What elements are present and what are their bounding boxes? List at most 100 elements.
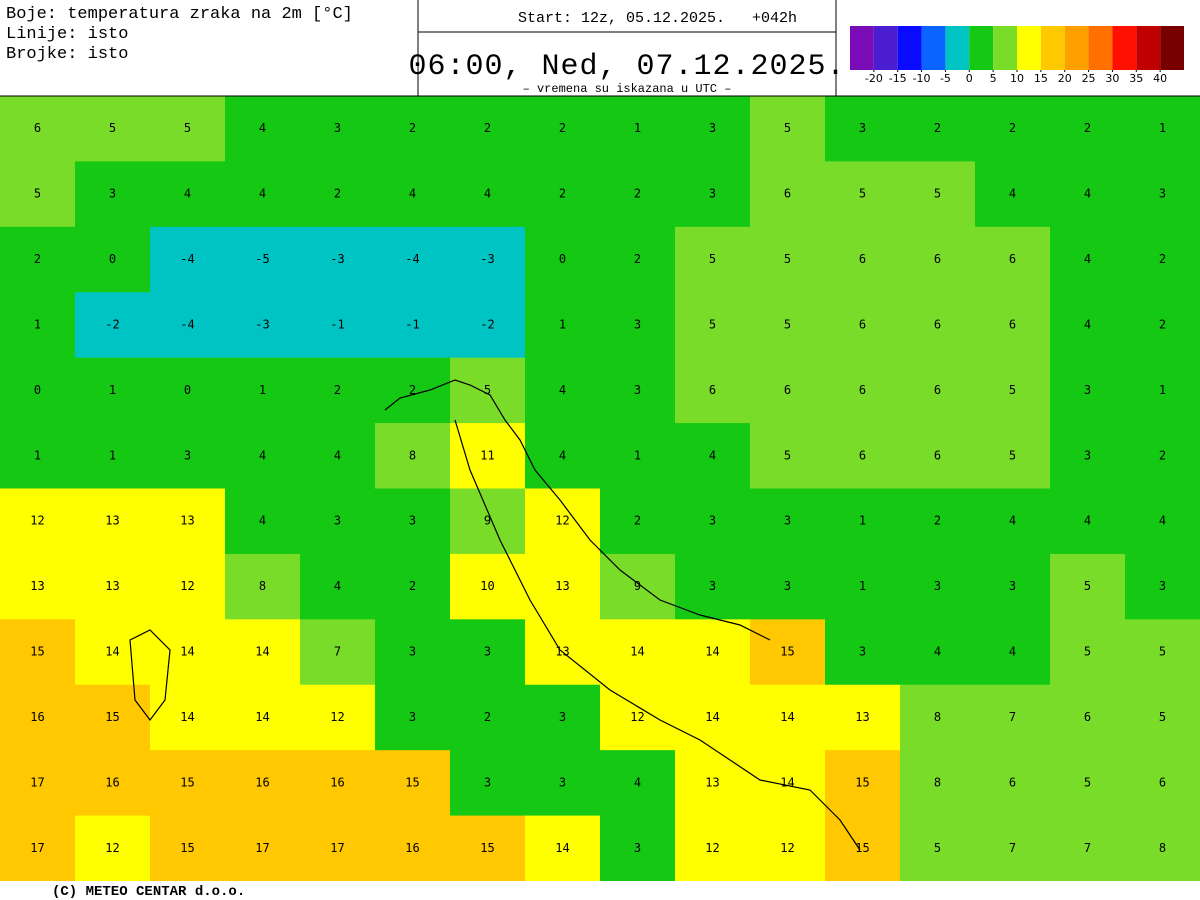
run-start: Start: 12z, 05.12.2025. +042h bbox=[518, 10, 797, 27]
temperature-cell bbox=[375, 161, 451, 228]
temperature-cell bbox=[75, 226, 151, 293]
temperature-value: 4 bbox=[259, 121, 266, 135]
temperature-value: 4 bbox=[1009, 187, 1016, 201]
temperature-cell bbox=[900, 750, 976, 817]
temperature-value: 3 bbox=[709, 514, 716, 528]
temperature-value: 2 bbox=[34, 252, 41, 266]
temperature-cell bbox=[825, 161, 901, 228]
temperature-value: 3 bbox=[709, 187, 716, 201]
temperature-value: 6 bbox=[1159, 775, 1166, 789]
temperature-cell bbox=[825, 488, 901, 555]
temperature-value: 5 bbox=[709, 317, 716, 331]
temperature-cell bbox=[525, 750, 601, 817]
scale-swatch bbox=[921, 26, 946, 70]
island bbox=[129, 629, 171, 721]
temperature-value: 1 bbox=[109, 448, 116, 462]
temperature-cell bbox=[150, 684, 226, 751]
temperature-cell bbox=[75, 161, 151, 228]
temperature-value: 12 bbox=[780, 841, 794, 855]
scale-label: 10 bbox=[1010, 72, 1024, 85]
temperature-cell bbox=[225, 357, 301, 424]
temperature-cell bbox=[300, 815, 376, 882]
temperature-cell bbox=[975, 357, 1051, 424]
temperature-cell bbox=[750, 553, 826, 620]
temperature-value: 17 bbox=[330, 841, 344, 855]
scale-swatch bbox=[1160, 26, 1184, 70]
temperature-value: 6 bbox=[859, 317, 866, 331]
temperature-value: 4 bbox=[1084, 317, 1091, 331]
temperature-value: 3 bbox=[409, 514, 416, 528]
temperature-cell bbox=[1125, 815, 1200, 882]
temperature-cell bbox=[0, 161, 76, 228]
temperature-value: 14 bbox=[630, 645, 644, 659]
temperature-cell bbox=[1050, 619, 1126, 686]
scale-label: 20 bbox=[1058, 72, 1072, 85]
temperature-cell bbox=[150, 357, 226, 424]
temperature-cell bbox=[1125, 161, 1200, 228]
temperature-value: 6 bbox=[784, 187, 791, 201]
temperature-cell bbox=[450, 619, 526, 686]
temperature-cell bbox=[675, 357, 751, 424]
temperature-value: 2 bbox=[409, 579, 416, 593]
temperature-cell bbox=[1125, 684, 1200, 751]
temperature-value: 1 bbox=[634, 121, 641, 135]
temperature-cell bbox=[900, 684, 976, 751]
temperature-cell bbox=[0, 684, 76, 751]
temperature-value: 5 bbox=[1084, 579, 1091, 593]
temperature-value: 0 bbox=[109, 252, 116, 266]
temperature-value: 15 bbox=[780, 645, 794, 659]
temperature-cell bbox=[225, 226, 301, 293]
temperature-value: 13 bbox=[30, 579, 44, 593]
temperature-value: 6 bbox=[1009, 252, 1016, 266]
temperature-cell bbox=[0, 357, 76, 424]
temperature-cell bbox=[975, 619, 1051, 686]
temperature-cell bbox=[0, 226, 76, 293]
temperature-cell bbox=[1125, 619, 1200, 686]
temperature-value: 3 bbox=[484, 645, 491, 659]
temperature-cell bbox=[1125, 553, 1200, 620]
temperature-value: 4 bbox=[409, 187, 416, 201]
temperature-value: 12 bbox=[555, 514, 569, 528]
temperature-value: 3 bbox=[334, 514, 341, 528]
temperature-value: 8 bbox=[934, 710, 941, 724]
temperature-cell bbox=[825, 553, 901, 620]
temperature-cell bbox=[600, 750, 676, 817]
temperature-value: 3 bbox=[634, 383, 641, 397]
temperature-value: 16 bbox=[255, 775, 269, 789]
temperature-value: -2 bbox=[480, 317, 494, 331]
temperature-value: -5 bbox=[255, 252, 269, 266]
temperature-cell bbox=[600, 553, 676, 620]
temperature-value: 5 bbox=[1084, 775, 1091, 789]
temperature-value: 1 bbox=[259, 383, 266, 397]
scale-label: 25 bbox=[1082, 72, 1096, 85]
temperature-value: 15 bbox=[180, 841, 194, 855]
temperature-cell bbox=[1125, 357, 1200, 424]
temperature-value: 1 bbox=[859, 579, 866, 593]
temperature-value: 6 bbox=[1084, 710, 1091, 724]
temperature-value: 5 bbox=[934, 187, 941, 201]
temperature-value: 8 bbox=[409, 448, 416, 462]
temperature-value: 12 bbox=[330, 710, 344, 724]
scale-label: -20 bbox=[865, 72, 883, 85]
temperature-cell bbox=[600, 226, 676, 293]
temperature-value: 5 bbox=[784, 317, 791, 331]
temperature-value: 4 bbox=[559, 383, 566, 397]
temperature-value: 9 bbox=[484, 514, 491, 528]
temperature-value: 16 bbox=[405, 841, 419, 855]
temperature-value: 3 bbox=[484, 775, 491, 789]
temperature-value: 6 bbox=[709, 383, 716, 397]
scale-swatch bbox=[969, 26, 994, 70]
temperature-value: 1 bbox=[1159, 383, 1166, 397]
temperature-value: 0 bbox=[559, 252, 566, 266]
temperature-cell bbox=[525, 815, 601, 882]
temperature-cell bbox=[900, 815, 976, 882]
temperature-cell bbox=[375, 292, 451, 359]
footer-bg bbox=[0, 881, 1200, 900]
temperature-cell bbox=[75, 96, 151, 162]
temperature-value: 4 bbox=[709, 448, 716, 462]
temperature-value: 15 bbox=[105, 710, 119, 724]
temperature-value: 4 bbox=[559, 448, 566, 462]
temperature-value: 1 bbox=[559, 317, 566, 331]
temperature-value: 14 bbox=[180, 710, 194, 724]
